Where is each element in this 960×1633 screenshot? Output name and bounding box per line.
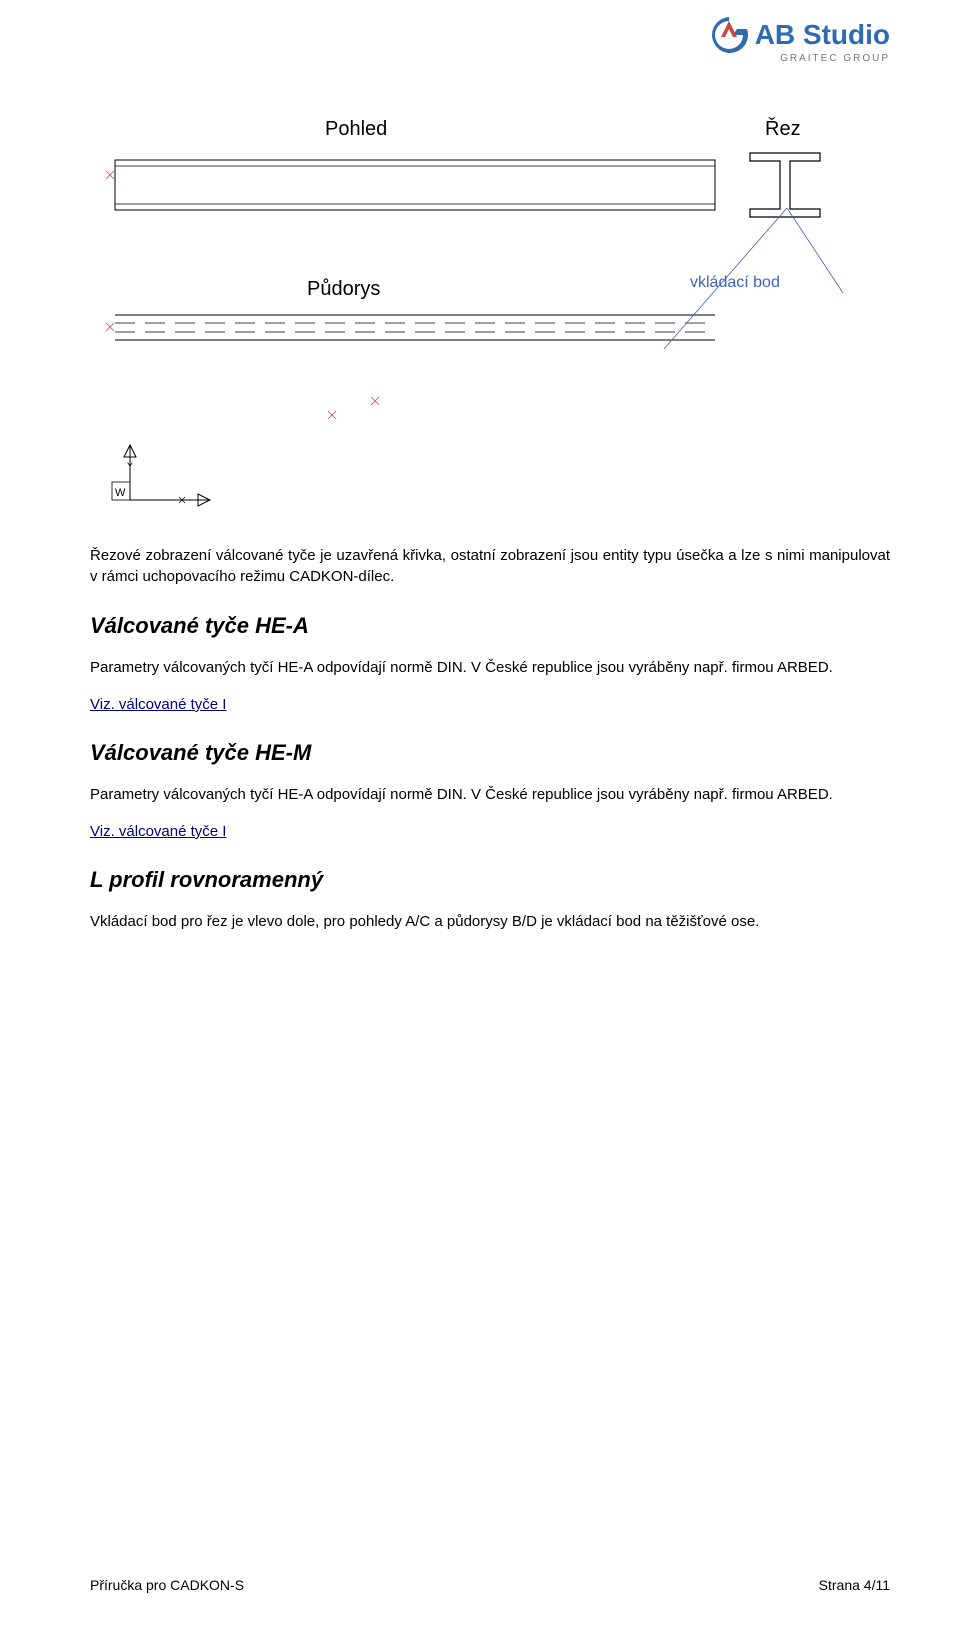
heading-he-m: Válcované tyče HE-M	[90, 740, 890, 766]
page: AB Studio GRAITEC GROUP Pohled Řez Půdorys…	[0, 0, 960, 1633]
link-valcovane-tyce-2[interactable]: Viz. válcované tyče I	[90, 823, 226, 840]
svg-text:Řez: Řez	[765, 117, 801, 140]
svg-text:Pohled: Pohled	[325, 118, 387, 140]
link-valcovane-tyce-1[interactable]: Viz. válcované tyče I	[90, 696, 226, 713]
heading-he-a: Válcované tyče HE-A	[90, 613, 890, 639]
logo-main: AB Studio	[709, 15, 890, 55]
footer: Příručka pro CADKON-S Strana 4/11	[90, 1577, 890, 1593]
logo-g-icon	[709, 15, 749, 55]
logo-text: AB Studio	[755, 19, 890, 51]
paragraph-he-m: Parametry válcovaných tyčí HE-A odpovída…	[90, 784, 890, 805]
technical-diagram: Pohled Řez Půdorys vkládací bod W Y	[90, 105, 890, 530]
intro-paragraph: Řezové zobrazení válcované tyče je uzavř…	[90, 545, 890, 587]
svg-text:Y: Y	[127, 461, 133, 471]
footer-right: Strana 4/11	[819, 1577, 890, 1593]
heading-l-profil: L profil rovnoramenný	[90, 867, 890, 893]
footer-left: Příručka pro CADKON-S	[90, 1577, 244, 1593]
svg-text:Půdorys: Půdorys	[307, 278, 380, 300]
logo: AB Studio GRAITEC GROUP	[709, 15, 890, 64]
svg-text:vkládací bod: vkládací bod	[690, 274, 780, 291]
paragraph-he-a: Parametry válcovaných tyčí HE-A odpovída…	[90, 657, 890, 678]
svg-text:W: W	[115, 487, 126, 499]
paragraph-l-profil: Vkládací bod pro řez je vlevo dole, pro …	[90, 911, 890, 932]
